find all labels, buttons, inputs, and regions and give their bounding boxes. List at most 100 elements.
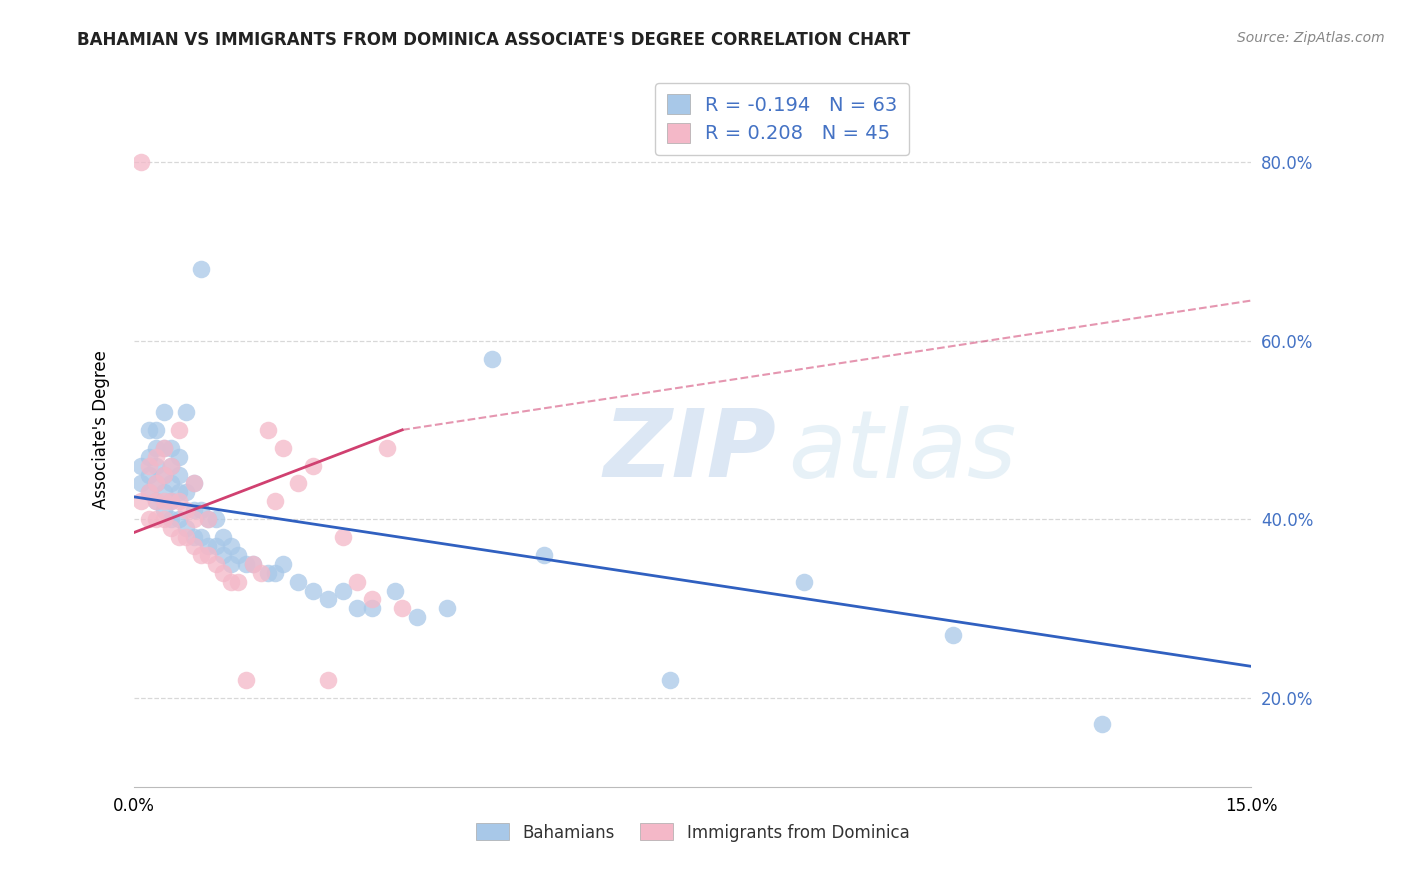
Point	[152, 467, 174, 482]
Text: Source: ZipAtlas.com: Source: ZipAtlas.com	[1237, 31, 1385, 45]
Point	[190, 262, 212, 277]
Point	[183, 530, 205, 544]
Point	[205, 512, 228, 526]
Text: atlas: atlas	[787, 406, 1017, 497]
Point	[226, 548, 249, 562]
Point	[361, 601, 384, 615]
Point	[264, 494, 287, 508]
Point	[131, 494, 153, 508]
Point	[152, 503, 174, 517]
Point	[160, 521, 183, 535]
Point	[242, 557, 264, 571]
Point	[145, 423, 167, 437]
Point	[152, 441, 174, 455]
Point	[160, 441, 183, 455]
Point	[257, 423, 280, 437]
Point	[152, 485, 174, 500]
Point	[152, 405, 174, 419]
Point	[160, 494, 183, 508]
Point	[219, 539, 242, 553]
Point	[332, 530, 354, 544]
Point	[197, 548, 219, 562]
Point	[160, 494, 183, 508]
Point	[174, 530, 197, 544]
Point	[235, 557, 257, 571]
Text: ZIP: ZIP	[603, 405, 776, 498]
Point	[406, 610, 429, 624]
Point	[346, 601, 368, 615]
Y-axis label: Associate's Degree: Associate's Degree	[93, 351, 110, 509]
Point	[174, 485, 197, 500]
Point	[138, 512, 160, 526]
Point	[205, 557, 228, 571]
Point	[131, 476, 153, 491]
Point	[145, 441, 167, 455]
Point	[346, 574, 368, 589]
Point	[197, 539, 219, 553]
Point	[152, 512, 174, 526]
Point	[167, 530, 190, 544]
Point	[145, 512, 167, 526]
Point	[361, 592, 384, 607]
Point	[287, 476, 309, 491]
Point	[183, 476, 205, 491]
Point	[152, 441, 174, 455]
Point	[138, 458, 160, 473]
Point	[391, 601, 413, 615]
Point	[384, 583, 406, 598]
Point	[145, 494, 167, 508]
Point	[235, 673, 257, 687]
Point	[190, 530, 212, 544]
Point	[167, 494, 190, 508]
Point	[167, 485, 190, 500]
Point	[190, 503, 212, 517]
Point	[375, 441, 398, 455]
Point	[138, 467, 160, 482]
Point	[316, 592, 339, 607]
Point	[167, 512, 190, 526]
Point	[190, 548, 212, 562]
Point	[183, 503, 205, 517]
Point	[301, 458, 323, 473]
Point	[212, 530, 235, 544]
Point	[145, 458, 167, 473]
Point	[271, 557, 294, 571]
Point	[174, 503, 197, 517]
Point	[138, 423, 160, 437]
Point	[131, 458, 153, 473]
Point	[145, 494, 167, 508]
Point	[242, 557, 264, 571]
Point	[212, 548, 235, 562]
Point	[160, 458, 183, 473]
Point	[131, 155, 153, 169]
Point	[219, 557, 242, 571]
Point	[249, 566, 271, 580]
Point	[145, 476, 167, 491]
Point	[793, 574, 815, 589]
Point	[167, 423, 190, 437]
Point	[138, 485, 160, 500]
Point	[257, 566, 280, 580]
Point	[301, 583, 323, 598]
Point	[659, 673, 682, 687]
Text: BAHAMIAN VS IMMIGRANTS FROM DOMINICA ASSOCIATE'S DEGREE CORRELATION CHART: BAHAMIAN VS IMMIGRANTS FROM DOMINICA ASS…	[77, 31, 911, 49]
Point	[160, 458, 183, 473]
Point	[197, 512, 219, 526]
Point	[152, 467, 174, 482]
Point	[174, 521, 197, 535]
Point	[212, 566, 235, 580]
Point	[145, 476, 167, 491]
Point	[174, 405, 197, 419]
Point	[138, 450, 160, 464]
Point	[160, 476, 183, 491]
Point	[533, 548, 555, 562]
Point	[226, 574, 249, 589]
Point	[481, 351, 503, 366]
Point	[183, 512, 205, 526]
Point	[219, 574, 242, 589]
Point	[332, 583, 354, 598]
Point	[1091, 717, 1114, 731]
Point	[942, 628, 965, 642]
Point	[167, 450, 190, 464]
Point	[205, 539, 228, 553]
